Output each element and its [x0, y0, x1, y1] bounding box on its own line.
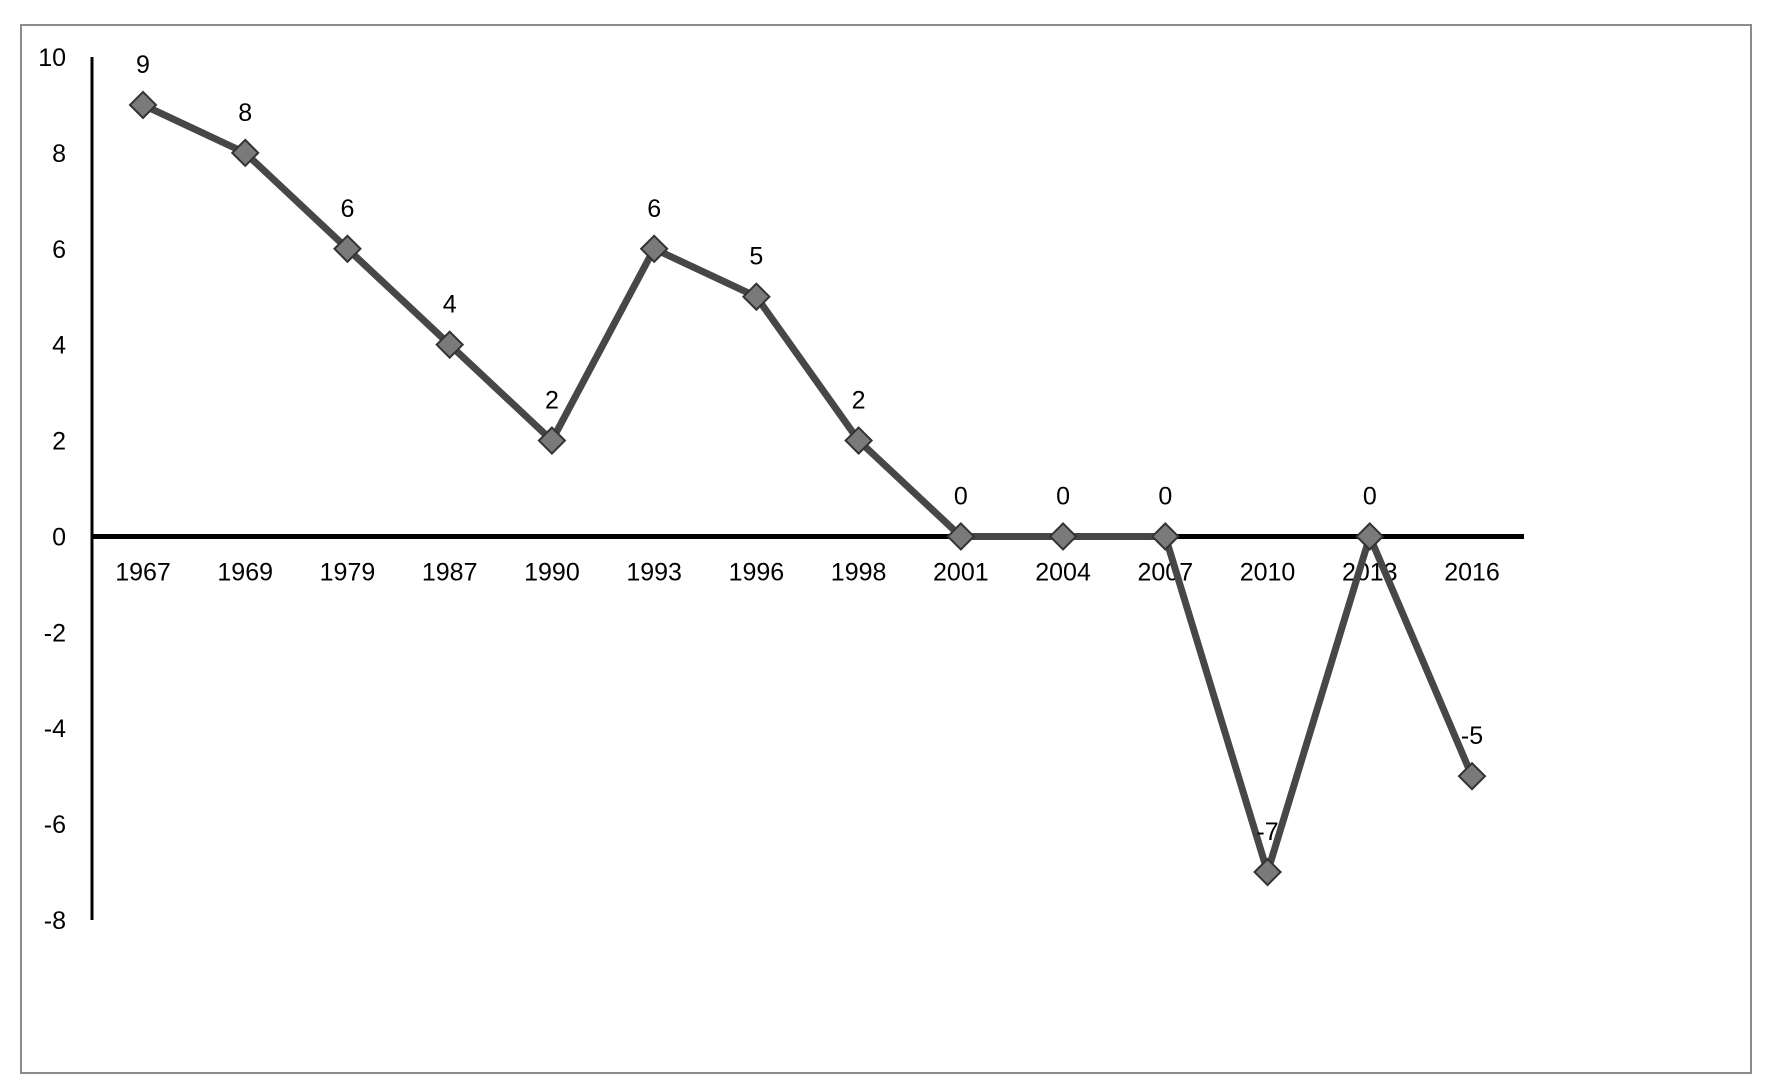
y-tick-label: 6: [52, 236, 66, 264]
data-label: 5: [749, 243, 763, 271]
x-tick-label: 1987: [422, 558, 478, 586]
y-axis-tick-labels: 10 8 6 4 2 0 -2 -4 -6 -8: [38, 44, 66, 935]
data-label: 8: [238, 99, 252, 127]
x-tick-label: 2007: [1137, 558, 1193, 586]
x-tick-label: 1998: [831, 558, 887, 586]
data-point: [946, 522, 976, 551]
data-point: [1048, 522, 1078, 551]
axes: [90, 57, 1524, 920]
chart-frame: 10 8 6 4 2 0 -2 -4 -6 -8 1967 1969 1979 1987 1990 1993…: [20, 24, 1752, 1074]
x-tick-label: 1996: [729, 558, 785, 586]
data-label: 9: [136, 51, 150, 79]
y-tick-label: 10: [38, 44, 66, 72]
data-point: [1150, 522, 1180, 551]
data-label: 2: [545, 387, 559, 415]
x-axis-tick-labels: 1967 1969 1979 1987 1990 1993 1996 1998 2001 2004…: [115, 558, 1500, 586]
x-tick-label: 2010: [1240, 558, 1296, 586]
data-label: 0: [1363, 482, 1377, 510]
data-labels: 9 8 6 4 2 6 5 2 0 0 0 -7 0 -5: [136, 51, 1483, 846]
data-point: [741, 282, 771, 312]
data-point: [537, 426, 567, 455]
data-label: 6: [341, 195, 355, 223]
y-tick-label: 2: [52, 428, 66, 456]
y-tick-label: 0: [52, 523, 66, 551]
data-point: [435, 330, 465, 360]
data-label: 4: [443, 291, 457, 319]
data-label: 0: [1056, 482, 1070, 510]
data-point: [1253, 857, 1282, 887]
y-tick-label: -4: [44, 715, 66, 743]
x-tick-label: 1990: [524, 558, 580, 586]
series-line: [139, 101, 1476, 876]
x-tick-label: 2004: [1035, 558, 1091, 586]
x-tick-label: 1967: [115, 558, 171, 586]
y-tick-label: -6: [44, 811, 66, 839]
data-point: [333, 234, 362, 264]
y-tick-label: -2: [44, 619, 66, 647]
data-label: 0: [1158, 482, 1172, 510]
y-tick-label: 8: [52, 140, 66, 168]
x-tick-label: 2016: [1444, 558, 1500, 586]
x-tick-label: 1993: [626, 558, 682, 586]
series-markers: [128, 90, 1487, 887]
y-tick-label: 4: [52, 332, 66, 360]
data-label: 6: [647, 195, 661, 223]
data-label: -5: [1461, 722, 1483, 750]
data-point: [230, 138, 260, 168]
y-tick-label: -8: [44, 907, 66, 935]
x-tick-label: 2001: [933, 558, 989, 586]
data-point: [128, 90, 158, 120]
data-point: [1355, 522, 1385, 551]
x-tick-label: 1969: [217, 558, 273, 586]
series-lines: [139, 101, 1476, 876]
data-point: [844, 426, 874, 455]
data-label: 2: [852, 387, 866, 415]
x-tick-label: 1979: [320, 558, 376, 586]
data-point: [639, 234, 669, 264]
data-point: [1457, 761, 1487, 791]
data-label: 0: [954, 482, 968, 510]
data-label: -7: [1256, 818, 1278, 846]
line-chart: 10 8 6 4 2 0 -2 -4 -6 -8 1967 1969 1979 1987 1990 1993…: [38, 44, 1524, 935]
